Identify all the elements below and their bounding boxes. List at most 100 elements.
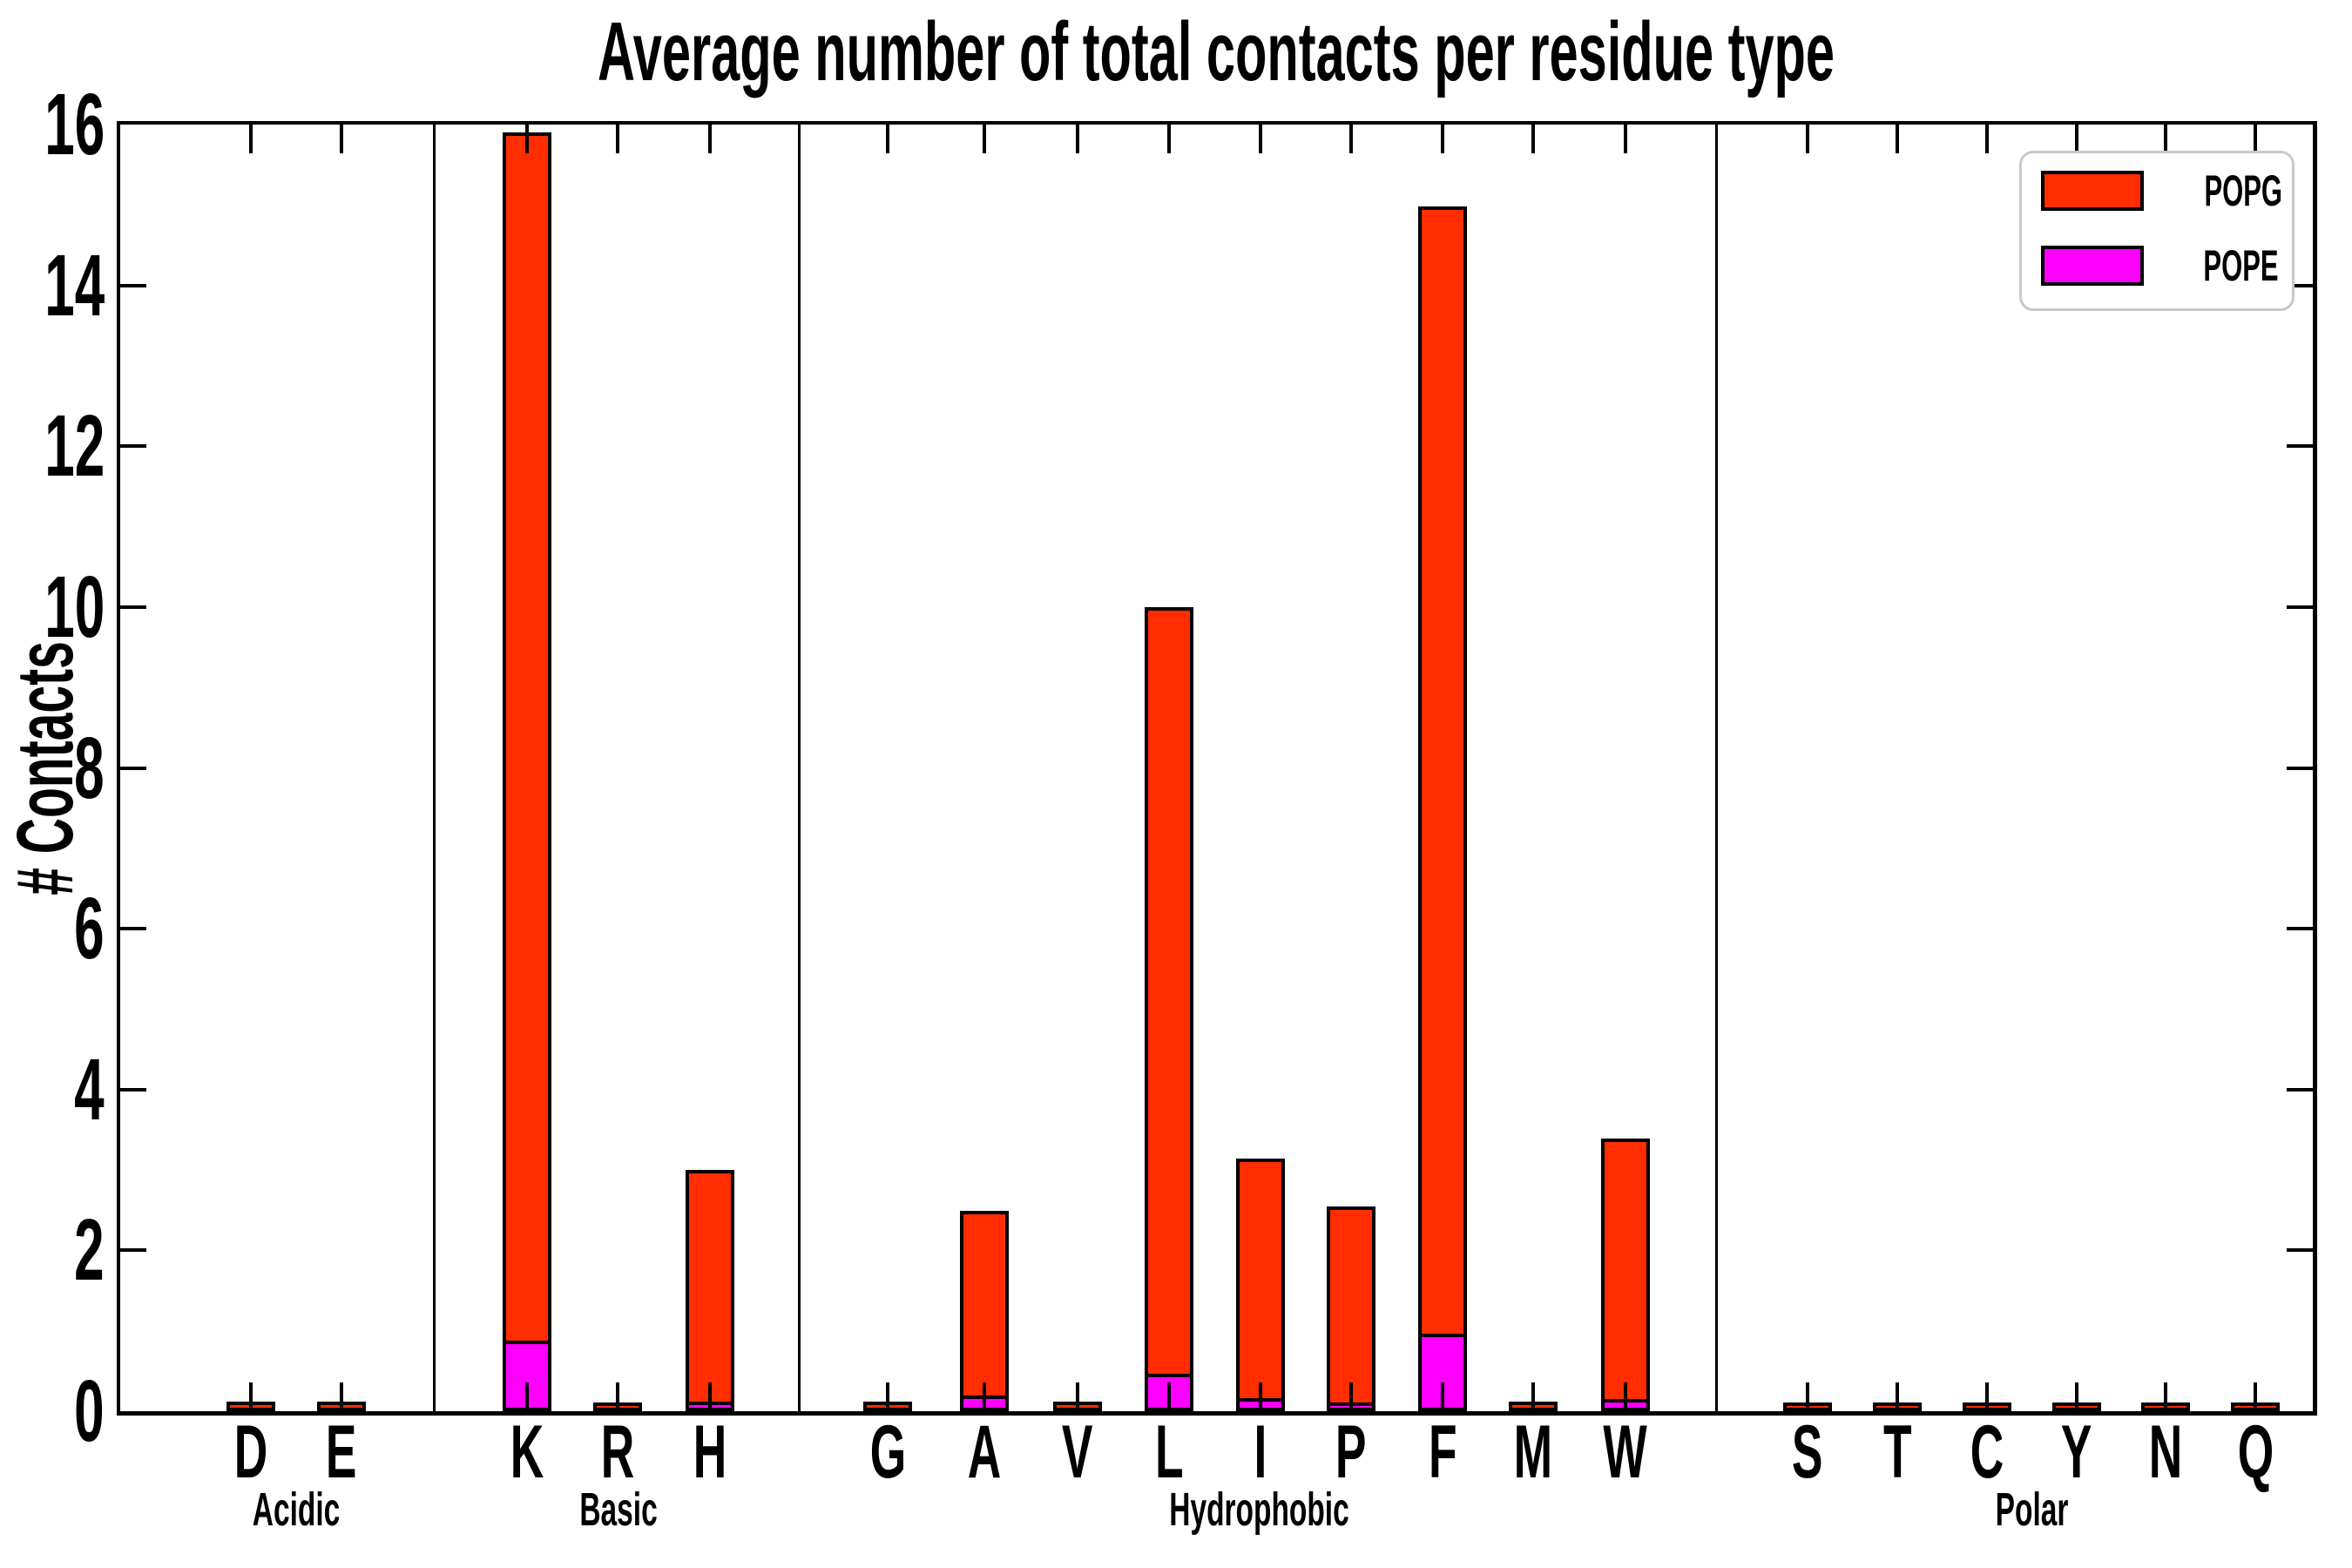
x-tick-bottom-L bbox=[1167, 1382, 1171, 1411]
y-tick-left-14 bbox=[120, 283, 146, 287]
y-tick-left-4 bbox=[120, 1087, 146, 1092]
axis-spine-bottom bbox=[117, 1411, 2317, 1416]
x-tick-label-S: S bbox=[1755, 1415, 1860, 1490]
y-tick-right-8 bbox=[2287, 766, 2313, 770]
residue-letter: E bbox=[326, 1410, 357, 1494]
x-tick-label-W: W bbox=[1573, 1415, 1678, 1490]
x-tick-bottom-I bbox=[1259, 1382, 1262, 1411]
x-tick-label-L: L bbox=[1117, 1415, 1221, 1490]
x-tick-top-M bbox=[1531, 125, 1535, 153]
legend: POPG POPE bbox=[2019, 151, 2295, 311]
x-tick-bottom-Q bbox=[2254, 1382, 2257, 1411]
group-label-text: Acidic bbox=[252, 1484, 341, 1536]
y-tick-label-text: 16 bbox=[44, 76, 105, 173]
x-tick-bottom-Y bbox=[2075, 1382, 2078, 1411]
x-tick-bottom-E bbox=[340, 1382, 343, 1411]
group-label-text: Basic bbox=[578, 1484, 658, 1536]
x-tick-top-T bbox=[1896, 125, 1899, 153]
y-tick-right-6 bbox=[2287, 927, 2313, 931]
x-tick-label-V: V bbox=[1025, 1415, 1130, 1490]
residue-letter: M bbox=[1513, 1410, 1553, 1494]
legend-row-pope: POPE bbox=[2022, 244, 2292, 287]
x-tick-top-R bbox=[616, 125, 619, 153]
legend-swatch-pope bbox=[2041, 246, 2144, 286]
axis-spine-right bbox=[2313, 121, 2317, 1416]
x-tick-label-H: H bbox=[658, 1415, 762, 1490]
x-tick-top-S bbox=[1806, 125, 1809, 153]
x-tick-bottom-R bbox=[616, 1382, 619, 1411]
group-divider bbox=[797, 125, 801, 1411]
group-divider bbox=[1715, 125, 1718, 1411]
residue-letter: Q bbox=[2237, 1410, 2274, 1494]
x-tick-bottom-F bbox=[1441, 1382, 1444, 1411]
y-tick-label-0: 0 bbox=[0, 1368, 105, 1455]
x-tick-bottom-K bbox=[525, 1382, 529, 1411]
legend-row-popg: POPG bbox=[2022, 169, 2292, 213]
y-tick-label-text: 6 bbox=[74, 880, 105, 978]
y-tick-label-text: 4 bbox=[74, 1040, 105, 1139]
group-label-polar: Polar bbox=[1814, 1486, 2249, 1533]
residue-letter: F bbox=[1428, 1410, 1457, 1494]
x-tick-label-Y: Y bbox=[2024, 1415, 2129, 1490]
x-tick-bottom-G bbox=[886, 1382, 889, 1411]
group-label-acidic: Acidic bbox=[78, 1486, 514, 1533]
x-tick-top-D bbox=[249, 125, 253, 153]
group-label-text: Hydrophobic bbox=[1169, 1484, 1349, 1536]
x-tick-top-N bbox=[2164, 125, 2167, 153]
residue-letter: H bbox=[693, 1410, 727, 1494]
x-tick-bottom-S bbox=[1806, 1382, 1809, 1411]
x-tick-label-R: R bbox=[565, 1415, 670, 1490]
x-tick-top-C bbox=[1985, 125, 1989, 153]
residue-letter: Y bbox=[2061, 1410, 2092, 1494]
x-tick-label-C: C bbox=[1935, 1415, 2039, 1490]
x-tick-top-L bbox=[1167, 125, 1171, 153]
legend-label-popg: POPG bbox=[2204, 166, 2283, 215]
x-tick-top-W bbox=[1624, 125, 1627, 153]
x-tick-bottom-W bbox=[1624, 1382, 1627, 1411]
residue-letter: T bbox=[1882, 1410, 1912, 1494]
y-tick-right-12 bbox=[2287, 444, 2313, 449]
residue-letter: K bbox=[510, 1410, 544, 1494]
y-tick-right-10 bbox=[2287, 605, 2313, 609]
y-tick-label-text: 8 bbox=[74, 719, 105, 817]
chart-title: Average number of total contacts per res… bbox=[219, 10, 2213, 94]
residue-letter: S bbox=[1792, 1410, 1823, 1494]
y-tick-right-2 bbox=[2287, 1248, 2313, 1253]
x-tick-top-K bbox=[525, 125, 529, 153]
x-tick-top-F bbox=[1441, 125, 1444, 153]
y-tick-right-4 bbox=[2287, 1087, 2313, 1092]
residue-letter: P bbox=[1335, 1410, 1367, 1494]
group-label-basic: Basic bbox=[401, 1486, 836, 1533]
y-tick-label-2: 2 bbox=[0, 1206, 105, 1294]
y-tick-label-8: 8 bbox=[0, 725, 105, 812]
y-tick-right-14 bbox=[2287, 283, 2313, 287]
y-tick-label-12: 12 bbox=[0, 402, 105, 490]
y-tick-left-6 bbox=[120, 927, 146, 931]
residue-letter: I bbox=[1254, 1410, 1267, 1494]
residue-letter: R bbox=[600, 1410, 635, 1494]
x-tick-bottom-A bbox=[983, 1382, 986, 1411]
x-tick-label-I: I bbox=[1208, 1415, 1313, 1490]
y-tick-label-text: 10 bbox=[44, 558, 105, 656]
x-tick-top-E bbox=[340, 125, 343, 153]
x-tick-bottom-N bbox=[2164, 1382, 2167, 1411]
residue-letter: V bbox=[1062, 1410, 1093, 1494]
residue-letter: W bbox=[1603, 1410, 1648, 1494]
axis-spine-left bbox=[117, 121, 120, 1416]
bar-L-popg bbox=[1145, 607, 1193, 1378]
x-tick-bottom-P bbox=[1349, 1382, 1353, 1411]
bar-F-popg bbox=[1418, 206, 1467, 1338]
group-divider bbox=[433, 125, 436, 1411]
bar-I-popg bbox=[1236, 1159, 1285, 1402]
residue-letter: D bbox=[233, 1410, 268, 1494]
bar-P-popg bbox=[1327, 1206, 1375, 1406]
y-tick-label-text: 12 bbox=[44, 397, 105, 496]
x-tick-bottom-V bbox=[1076, 1382, 1079, 1411]
x-tick-top-V bbox=[1076, 125, 1079, 153]
x-tick-label-E: E bbox=[289, 1415, 394, 1490]
y-tick-left-12 bbox=[120, 444, 146, 449]
residue-letter: C bbox=[1970, 1410, 2004, 1494]
y-tick-label-text: 14 bbox=[44, 236, 105, 335]
y-tick-label-text: 0 bbox=[74, 1362, 105, 1460]
